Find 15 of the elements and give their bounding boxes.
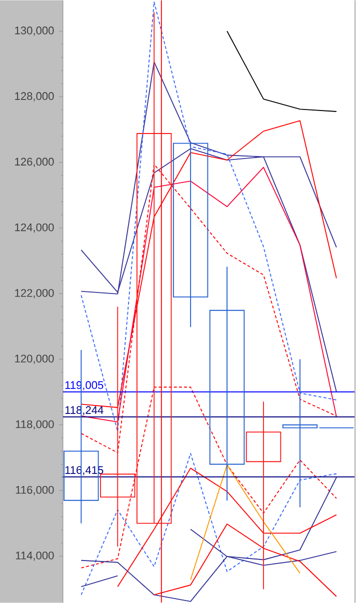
candlestick — [246, 401, 282, 590]
y-tick-label: 124,000 — [15, 223, 54, 233]
candlestick — [282, 358, 318, 508]
y-tick-label: 128,000 — [15, 92, 54, 102]
y-tick-label: 120,000 — [15, 354, 54, 364]
y-tick-label: 114,000 — [16, 552, 54, 561]
y-tick-label: 122,000 — [15, 289, 54, 298]
candlestick — [173, 142, 208, 328]
y-tick-label: 130,000 — [15, 26, 54, 36]
line-series — [190, 464, 301, 580]
candlestick — [210, 266, 245, 502]
y-tick-label: 126,000 — [15, 158, 54, 167]
line-series — [226, 30, 338, 112]
y-tick-label: 116,000 — [16, 486, 54, 496]
y-tick-label: 118,000 — [16, 420, 54, 430]
